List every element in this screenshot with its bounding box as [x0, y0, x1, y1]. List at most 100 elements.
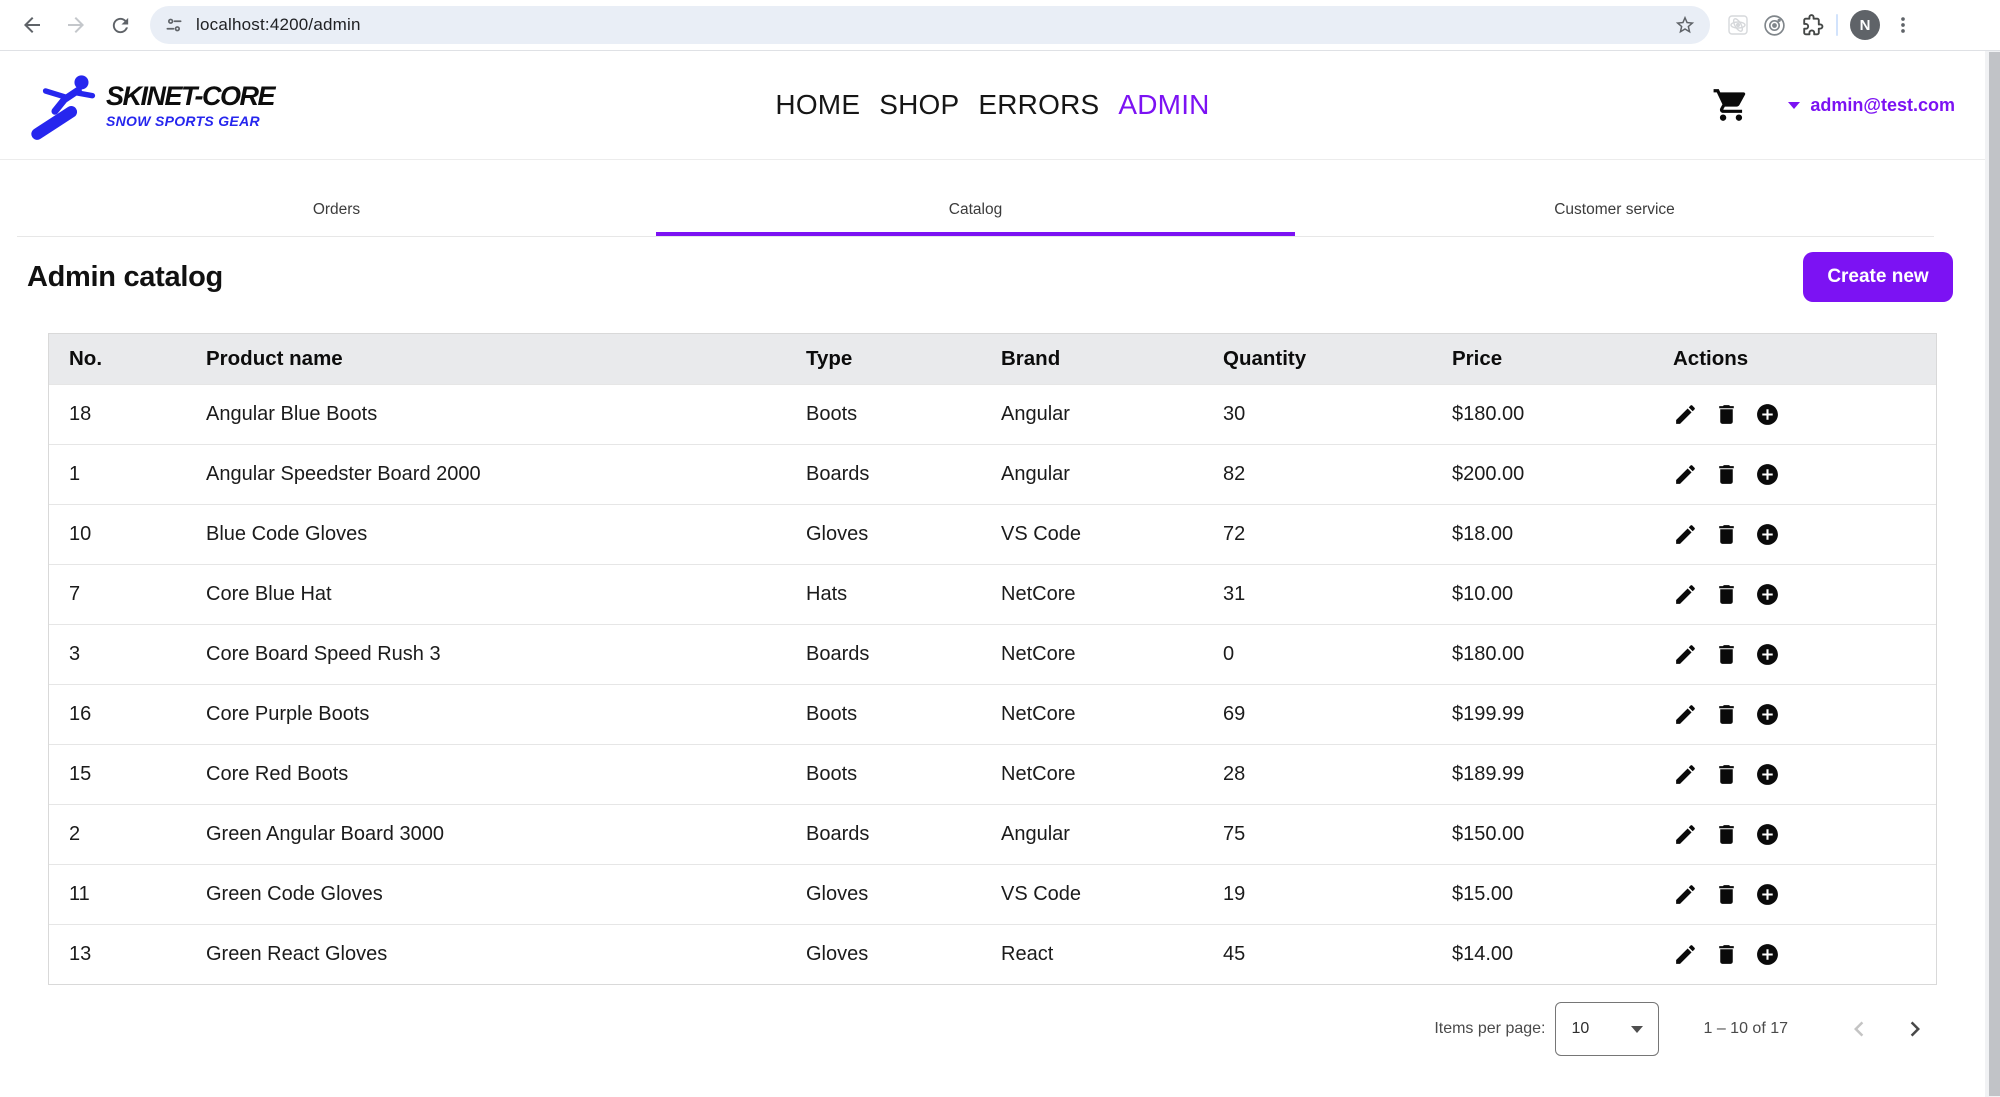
back-icon[interactable]: [15, 8, 49, 42]
delete-icon[interactable]: [1714, 462, 1739, 487]
page-size-select[interactable]: 10: [1555, 1002, 1660, 1056]
profile-avatar[interactable]: N: [1850, 10, 1880, 40]
edit-icon[interactable]: [1673, 702, 1698, 727]
add-icon[interactable]: [1755, 402, 1780, 427]
refresh-icon[interactable]: [103, 8, 137, 42]
chevron-left-icon[interactable]: [1844, 1014, 1874, 1044]
user-email[interactable]: admin@test.com: [1810, 94, 1955, 115]
cell-product-name: Angular Blue Boots: [206, 403, 378, 425]
react-devtools-icon[interactable]: [1726, 13, 1750, 37]
nav-admin[interactable]: ADMIN: [1118, 89, 1210, 120]
add-icon[interactable]: [1755, 582, 1780, 607]
forward-icon[interactable]: [59, 8, 93, 42]
edit-icon[interactable]: [1673, 882, 1698, 907]
delete-icon[interactable]: [1714, 882, 1739, 907]
cell-type: Boots: [806, 703, 858, 725]
address-bar[interactable]: localhost:4200/admin: [150, 6, 1710, 44]
nav-errors[interactable]: ERRORS: [978, 89, 1100, 120]
cell-actions: [1673, 462, 1936, 487]
cell-type: Boots: [806, 403, 858, 425]
edit-icon[interactable]: [1673, 762, 1698, 787]
cell-actions: [1673, 582, 1936, 607]
select-arrow-icon: [1631, 1025, 1644, 1033]
tab-catalog-label: Catalog: [948, 200, 1003, 218]
delete-icon[interactable]: [1714, 822, 1739, 847]
cell-price: $15.00: [1452, 883, 1514, 905]
scrollbar: [1985, 51, 2000, 1097]
delete-icon[interactable]: [1714, 582, 1739, 607]
scrollbar-thumb[interactable]: [1989, 52, 2000, 1096]
add-icon[interactable]: [1755, 762, 1780, 787]
site-settings-icon[interactable]: [164, 15, 184, 35]
cart-icon[interactable]: [1712, 86, 1750, 124]
cell-actions: [1673, 402, 1936, 427]
add-icon[interactable]: [1755, 462, 1780, 487]
cell-price: $180.00: [1452, 403, 1525, 425]
delete-icon[interactable]: [1714, 642, 1739, 667]
add-icon[interactable]: [1755, 522, 1780, 547]
page: SKINET-CORE SNOW SPORTS GEAR HOME SHOP E…: [0, 51, 1985, 1097]
cell-product-name: Core Red Boots: [206, 763, 349, 785]
nav-home[interactable]: HOME: [775, 89, 861, 120]
delete-icon[interactable]: [1714, 702, 1739, 727]
cell-type: Gloves: [806, 883, 869, 905]
edit-icon[interactable]: [1673, 582, 1698, 607]
cell-price: $10.00: [1452, 583, 1514, 605]
extension-circle-icon[interactable]: [1762, 13, 1787, 38]
cell-product-name: Green Angular Board 3000: [206, 823, 444, 845]
add-icon[interactable]: [1755, 702, 1780, 727]
cell-type: Hats: [806, 583, 848, 605]
cell-no: 13: [69, 943, 92, 965]
page-size-value: 10: [1571, 1020, 1590, 1037]
delete-icon[interactable]: [1714, 402, 1739, 427]
edit-icon[interactable]: [1673, 462, 1698, 487]
add-icon[interactable]: [1755, 942, 1780, 967]
col-price: Price: [1452, 347, 1503, 370]
table-row: 7 Core Blue Hat Hats NetCore 31 $10.00: [49, 564, 1936, 624]
cell-product-name: Green React Gloves: [206, 943, 388, 965]
edit-icon[interactable]: [1673, 522, 1698, 547]
url-text[interactable]: localhost:4200/admin: [196, 15, 361, 34]
cell-price: $18.00: [1452, 523, 1514, 545]
cell-brand: Angular: [1001, 463, 1070, 485]
table-row: 11 Green Code Gloves Gloves VS Code 19 $…: [49, 864, 1936, 924]
edit-icon[interactable]: [1673, 642, 1698, 667]
tab-customer-service[interactable]: Customer service: [1295, 187, 1934, 236]
edit-icon[interactable]: [1673, 402, 1698, 427]
delete-icon[interactable]: [1714, 762, 1739, 787]
extensions-puzzle-icon[interactable]: [1799, 13, 1824, 38]
chevron-right-icon[interactable]: [1900, 1014, 1930, 1044]
logo[interactable]: SKINET-CORE SNOW SPORTS GEAR: [30, 69, 276, 141]
cell-quantity: 19: [1223, 883, 1246, 905]
tab-orders[interactable]: Orders: [17, 187, 656, 236]
tab-catalog[interactable]: Catalog: [656, 187, 1295, 236]
col-no: No.: [69, 347, 103, 370]
edit-icon[interactable]: [1673, 942, 1698, 967]
delete-icon[interactable]: [1714, 522, 1739, 547]
table-row: 15 Core Red Boots Boots NetCore 28 $189.…: [49, 744, 1936, 804]
cell-no: 18: [69, 403, 92, 425]
cell-brand: Angular: [1001, 823, 1070, 845]
delete-icon[interactable]: [1714, 942, 1739, 967]
user-menu[interactable]: admin@test.com: [1788, 95, 1955, 116]
nav-shop[interactable]: SHOP: [879, 89, 960, 120]
bookmark-star-icon[interactable]: [1674, 14, 1696, 36]
create-new-button[interactable]: Create new: [1803, 252, 1953, 302]
table-body: 18 Angular Blue Boots Boots Angular 30 $…: [49, 384, 1936, 984]
add-icon[interactable]: [1755, 822, 1780, 847]
extensions-area: N: [1726, 10, 1914, 40]
table-header-row: No. Product name Type Brand Quantity Pri…: [49, 334, 1936, 384]
cell-actions: [1673, 942, 1936, 967]
edit-icon[interactable]: [1673, 822, 1698, 847]
app-header: SKINET-CORE SNOW SPORTS GEAR HOME SHOP E…: [0, 51, 1985, 160]
cell-type: Boards: [806, 643, 870, 665]
cell-type: Gloves: [806, 943, 869, 965]
cell-quantity: 28: [1223, 763, 1246, 785]
browser-menu-icon[interactable]: [1892, 14, 1914, 36]
table-row: 1 Angular Speedster Board 2000 Boards An…: [49, 444, 1936, 504]
add-icon[interactable]: [1755, 882, 1780, 907]
cell-quantity: 75: [1223, 823, 1246, 845]
add-icon[interactable]: [1755, 642, 1780, 667]
cell-actions: [1673, 822, 1936, 847]
cell-no: 15: [69, 763, 92, 785]
